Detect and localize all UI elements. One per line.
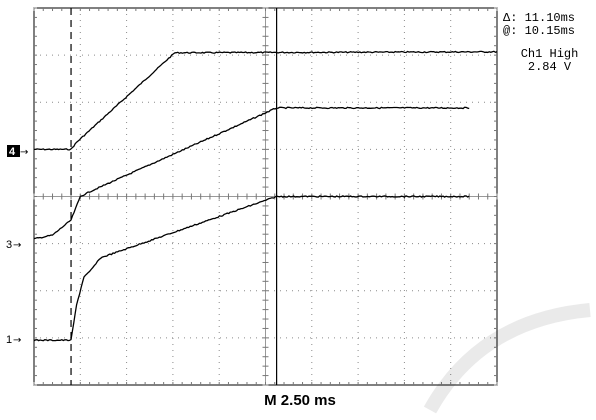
cursor-readout: Δ: 11.10ms @: 10.15ms Ch1 High 2.84 V bbox=[503, 12, 596, 74]
delta-readout: Δ: 11.10ms bbox=[503, 11, 576, 25]
watermark-shape bbox=[423, 303, 591, 414]
trace-ch3 bbox=[33, 106, 470, 240]
channel-measure-label: Ch1 High bbox=[520, 47, 579, 61]
ch1-marker-label: 1 bbox=[6, 334, 12, 346]
timebase-label: M 2.50 ms bbox=[264, 392, 336, 409]
trace-ch1 bbox=[33, 195, 470, 342]
channel-markers: 4 → 3 → 1 → bbox=[6, 145, 28, 346]
ch4-marker-box bbox=[7, 145, 20, 157]
ch3-marker-label: 3 bbox=[6, 239, 12, 251]
trace-layer bbox=[33, 50, 498, 342]
ch1-marker-arrow: → bbox=[13, 335, 21, 346]
ch3-marker-arrow: → bbox=[13, 240, 21, 251]
ch4-marker-arrow: → bbox=[20, 147, 28, 158]
at-readout: @: 10.15ms bbox=[503, 24, 576, 38]
trace-ch4 bbox=[34, 50, 498, 151]
channel-measure-value: 2.84 V bbox=[527, 60, 572, 74]
graticule bbox=[33, 7, 498, 386]
ch4-marker-label: 4 bbox=[9, 146, 16, 158]
